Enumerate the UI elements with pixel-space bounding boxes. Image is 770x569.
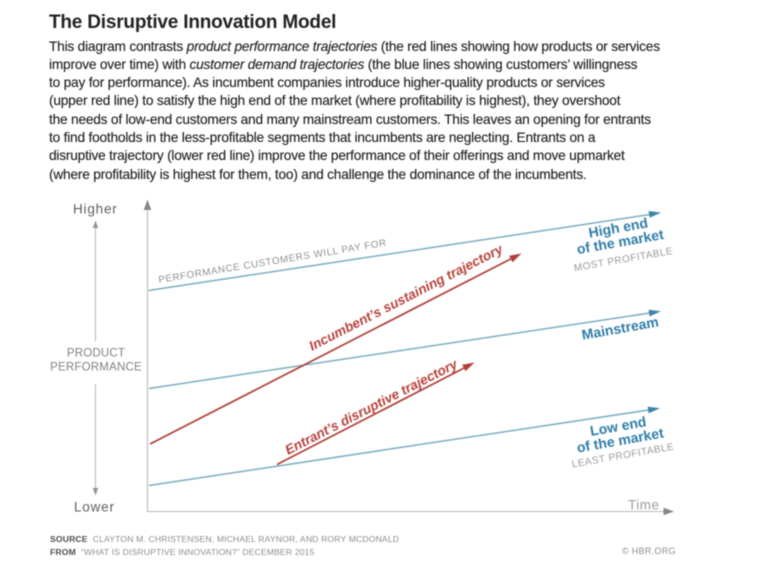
svg-text:Time: Time <box>628 498 660 513</box>
svg-text:PRODUCT: PRODUCT <box>67 348 125 360</box>
svg-text:Incumbent’s sustaining traject: Incumbent’s sustaining trajectory <box>306 241 506 354</box>
svg-text:Lower: Lower <box>74 500 115 515</box>
svg-text:PERFORMANCE: PERFORMANCE <box>50 361 142 373</box>
svg-text:PERFORMANCE CUSTOMERS WILL PAY: PERFORMANCE CUSTOMERS WILL PAY FOR <box>158 238 388 286</box>
svg-text:Higher: Higher <box>73 202 118 217</box>
